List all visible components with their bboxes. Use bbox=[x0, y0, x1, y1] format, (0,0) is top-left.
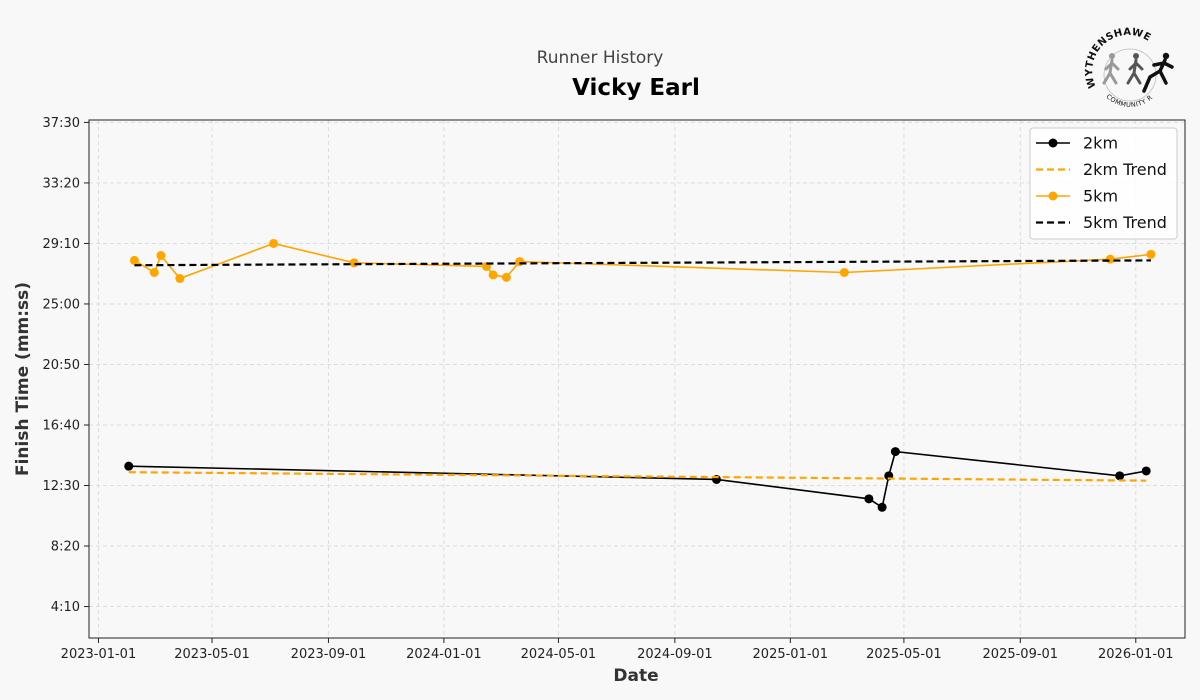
x-tick-label: 2024-09-01 bbox=[637, 647, 713, 662]
data-point-5km bbox=[349, 258, 359, 268]
legend-label-2km-trend: 2km Trend bbox=[1083, 160, 1167, 179]
data-point-5km bbox=[515, 257, 525, 267]
x-axis: 2023-01-01 2023-05-01 2023-09-01 2024-01-01… bbox=[61, 638, 1174, 662]
x-tick-label: 2023-09-01 bbox=[291, 647, 367, 662]
x-tick-label: 2024-01-01 bbox=[406, 647, 482, 662]
runner-figure-middle bbox=[1126, 53, 1144, 85]
y-axis: 4:10 8:20 12:30 16:40 20:50 25:00 29:10 33:20 37… bbox=[43, 116, 89, 615]
x-tick-label: 2024-05-01 bbox=[521, 647, 597, 662]
series-line-5km-trend bbox=[134, 259, 1151, 267]
data-point-5km bbox=[1146, 249, 1156, 259]
legend-label-5km-trend: 5km Trend bbox=[1083, 213, 1167, 232]
y-tick-label: 4:10 bbox=[51, 600, 80, 615]
data-point-5km bbox=[839, 267, 849, 277]
legend: 2km 2km Trend 5km 5km Trend bbox=[1029, 127, 1178, 240]
legend-marker-2km bbox=[1048, 138, 1058, 148]
data-point-5km bbox=[501, 272, 511, 282]
x-tick-label: 2025-09-01 bbox=[983, 647, 1059, 662]
data-point-5km bbox=[175, 274, 185, 284]
data-point-5km bbox=[269, 238, 279, 248]
legend-label-2km: 2km bbox=[1083, 134, 1118, 153]
legend-marker-5km bbox=[1048, 191, 1058, 201]
x-tick-label: 2025-05-01 bbox=[866, 647, 942, 662]
logo-text-top: WYTHENSHAWE bbox=[1084, 27, 1153, 90]
data-point-5km bbox=[129, 255, 139, 265]
legend-label-5km: 5km bbox=[1083, 187, 1118, 206]
runner-figure-right bbox=[1142, 52, 1174, 93]
grid-lines bbox=[89, 120, 1185, 638]
data-point-2km bbox=[864, 494, 874, 504]
series-layer bbox=[124, 238, 1156, 512]
y-tick-label: 20:50 bbox=[43, 358, 80, 373]
x-tick-label: 2023-01-01 bbox=[61, 647, 137, 662]
runner-figure-left bbox=[1102, 53, 1120, 85]
x-tick-label: 2023-05-01 bbox=[174, 647, 250, 662]
data-point-2km bbox=[877, 502, 887, 512]
data-point-2km bbox=[1141, 466, 1151, 476]
y-tick-label: 37:30 bbox=[43, 116, 80, 131]
chart-title: Vicky Earl bbox=[572, 75, 700, 101]
plot-frame bbox=[88, 119, 1186, 639]
y-tick-label: 29:10 bbox=[43, 237, 80, 252]
data-point-2km bbox=[124, 461, 134, 471]
y-tick-label: 33:20 bbox=[43, 176, 80, 191]
club-logo: WYTHENSHAWE COMMUNITY RUN bbox=[1084, 27, 1174, 109]
y-tick-label: 25:00 bbox=[43, 297, 80, 312]
x-tick-label: 2025-01-01 bbox=[753, 647, 829, 662]
x-axis-label: Date bbox=[613, 666, 658, 686]
series-line-2km bbox=[128, 450, 1147, 509]
y-tick-label: 12:30 bbox=[43, 479, 80, 494]
y-axis-label: Finish Time (mm:ss) bbox=[13, 282, 33, 476]
series-line-2km-trend bbox=[128, 471, 1147, 482]
y-tick-label: 8:20 bbox=[51, 540, 80, 555]
data-point-5km bbox=[149, 267, 159, 277]
x-tick-label: 2026-01-01 bbox=[1098, 647, 1174, 662]
chart-subtitle: Runner History bbox=[537, 48, 664, 68]
data-point-5km bbox=[1105, 254, 1115, 264]
data-point-5km bbox=[156, 251, 166, 261]
data-point-2km bbox=[1115, 471, 1125, 481]
data-point-5km bbox=[488, 270, 498, 280]
legend-box bbox=[1029, 127, 1178, 240]
y-tick-label: 16:40 bbox=[43, 418, 80, 433]
data-point-2km bbox=[890, 447, 900, 457]
